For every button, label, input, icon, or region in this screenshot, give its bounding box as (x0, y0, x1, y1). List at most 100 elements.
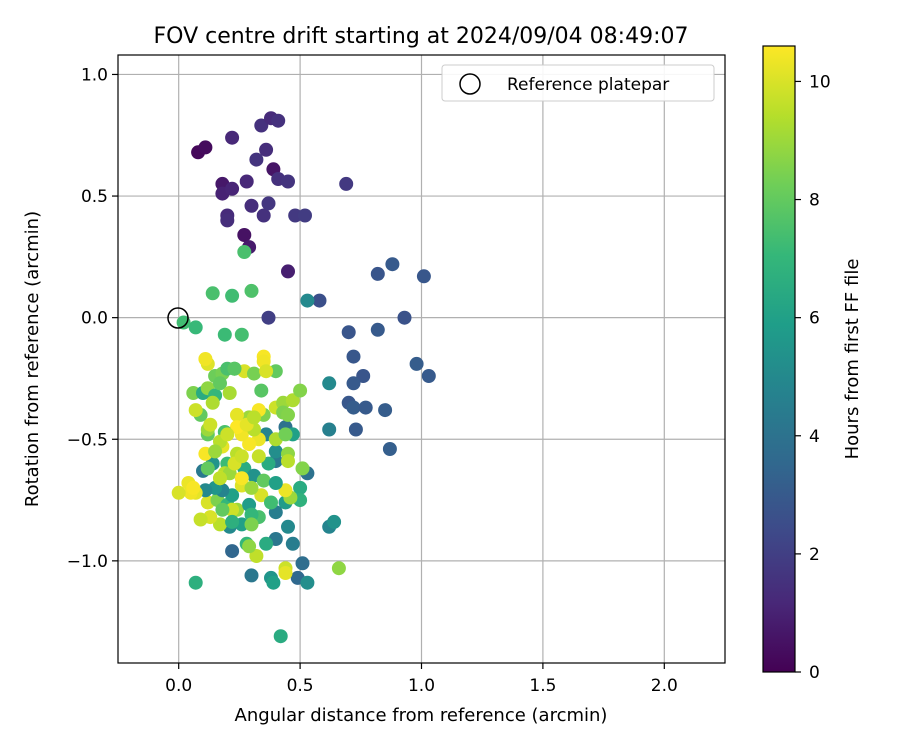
data-point (259, 364, 274, 379)
x-tick-label: 2.0 (651, 676, 678, 696)
data-point (198, 140, 213, 155)
data-point (339, 176, 354, 191)
data-point (186, 480, 201, 495)
data-point (281, 174, 295, 189)
data-point (295, 556, 310, 571)
x-tick-label: 0.5 (287, 676, 314, 696)
data-point (244, 507, 259, 522)
data-point (278, 566, 293, 580)
data-point (249, 549, 264, 563)
y-tick-label: −0.5 (67, 430, 108, 450)
data-point (244, 568, 259, 583)
data-point (264, 495, 278, 510)
y-axis-label: Rotation from reference (arcmin) (22, 211, 43, 507)
data-point (205, 395, 220, 410)
data-point (254, 383, 269, 398)
data-point (247, 410, 261, 425)
data-point (213, 517, 227, 532)
data-point (261, 456, 276, 471)
data-point (225, 502, 240, 517)
data-point (416, 269, 431, 284)
data-point (322, 376, 337, 391)
data-point (256, 473, 271, 488)
data-point (237, 228, 252, 242)
data-point (205, 286, 220, 301)
data-point (176, 315, 191, 330)
legend-label: Reference platepar (507, 75, 669, 95)
data-point (370, 322, 385, 337)
data-point (409, 356, 424, 371)
data-point (327, 514, 342, 529)
data-point (298, 208, 312, 223)
data-point (281, 519, 295, 534)
data-point (385, 257, 400, 272)
data-point (268, 444, 283, 459)
data-point (186, 386, 201, 400)
x-axis-label: Angular distance from reference (arcmin) (235, 705, 608, 726)
data-point (266, 575, 281, 590)
y-tick-label: −1.0 (67, 552, 108, 572)
data-point (220, 427, 235, 442)
colorbar-tick-label: 6 (809, 309, 820, 329)
data-point (259, 536, 274, 551)
data-point (382, 442, 397, 456)
data-point (203, 417, 218, 432)
data-point (268, 476, 283, 490)
legend: Reference platepar (441, 64, 715, 102)
legend-marker-icon (459, 73, 481, 95)
x-axis-ticks: 0.0 0.5 1.0 1.5 2.0 (165, 663, 678, 696)
data-point (222, 386, 237, 400)
data-point (234, 449, 249, 464)
colorbar-tick-label: 10 (809, 72, 831, 92)
data-point (244, 283, 259, 298)
data-point (244, 517, 259, 532)
data-point (370, 266, 385, 281)
data-point (281, 454, 295, 469)
data-point (242, 539, 257, 554)
y-axis-ticks: 1.0 0.5 0.0 −0.5 −1.0 (67, 65, 118, 572)
data-point (225, 130, 240, 145)
data-point (278, 483, 293, 498)
data-point (254, 118, 269, 133)
data-point (188, 403, 203, 418)
data-point (254, 488, 269, 503)
data-point (261, 196, 276, 211)
data-point (247, 366, 261, 381)
x-tick-label: 0.0 (165, 676, 192, 696)
colorbar-gradient (762, 45, 796, 673)
data-point (293, 480, 308, 495)
legend-box (441, 64, 715, 102)
data-point (244, 198, 259, 213)
data-point (188, 575, 203, 590)
chart-title: FOV centre drift starting at 2024/09/04 … (154, 24, 689, 49)
data-point (259, 142, 274, 157)
data-point (397, 310, 412, 325)
data-point (193, 512, 208, 527)
data-point (281, 407, 295, 422)
data-point (251, 449, 266, 464)
y-tick-label: 0.5 (81, 187, 108, 207)
data-point (220, 213, 235, 228)
colorbar-ticks: 0 2 4 6 8 10 (795, 72, 831, 683)
data-point (261, 310, 276, 325)
data-point (421, 369, 436, 383)
data-point (225, 514, 240, 529)
colorbar-label: Hours from first FF file (842, 259, 863, 460)
colorbar-tick-label: 8 (809, 191, 820, 211)
data-point (281, 264, 295, 279)
data-point (271, 113, 286, 128)
data-point (288, 208, 303, 223)
data-point (213, 471, 227, 486)
data-point (200, 461, 215, 476)
colorbar-tick-label: 2 (809, 545, 820, 565)
data-point (346, 376, 361, 391)
x-tick-label: 1.0 (408, 676, 435, 696)
data-point (346, 400, 361, 415)
reference-marker (167, 307, 189, 329)
data-point (331, 561, 346, 576)
data-point (322, 422, 337, 437)
data-point (237, 245, 252, 259)
data-point (278, 427, 293, 442)
data-point (341, 325, 356, 340)
